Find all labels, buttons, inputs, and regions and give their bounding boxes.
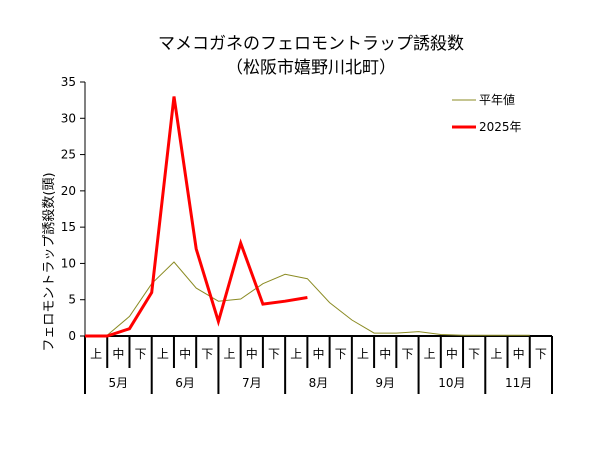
dekad-label: 上: [90, 347, 102, 361]
y-tick-label: 15: [61, 220, 76, 234]
dekad-label: 下: [135, 347, 147, 361]
y-tick-label: 10: [61, 256, 76, 270]
dekad-label: 上: [424, 347, 436, 361]
month-label: 9月: [375, 376, 395, 390]
y-tick-label: 5: [68, 293, 76, 307]
dekad-label: 中: [112, 346, 124, 361]
legend-label-2025: 2025年: [479, 120, 522, 134]
dekad-label: 下: [335, 347, 347, 361]
series-line-2025: [85, 96, 308, 338]
series-group: [84, 96, 530, 338]
y-axis: 0 5 10 15 20 25 30 35: [61, 75, 86, 343]
legend-label-average: 平年値: [479, 92, 515, 107]
y-tick-label: 25: [61, 148, 76, 162]
month-label: 11月: [505, 376, 532, 390]
x-axis: 上中下上中下上中下上中下上中下上中下上中下5月 6月 7月 8月 9月 10月 11月: [84, 335, 553, 394]
month-label: 6月: [175, 376, 195, 390]
y-axis-label: フェロモントラップ誘殺数(頭): [42, 172, 57, 351]
dekad-label: 中: [513, 346, 525, 361]
dekad-label: 下: [401, 347, 413, 361]
y-tick-label: 0: [68, 329, 76, 343]
dekad-label: 中: [179, 346, 191, 361]
y-tick-label: 35: [61, 75, 76, 89]
dekad-label: 中: [379, 346, 391, 361]
y-tick-label: 30: [61, 111, 76, 125]
dekad-label: 上: [357, 347, 369, 361]
dekad-label: 上: [290, 347, 302, 361]
month-label: 8月: [309, 376, 329, 390]
y-tick-label: 20: [61, 184, 76, 198]
dekad-label: 上: [490, 347, 502, 361]
dekad-label: 中: [446, 346, 458, 361]
dekad-label: 上: [157, 347, 169, 361]
chart-title: マメコガネのフェロモントラップ誘殺数: [158, 34, 464, 54]
month-label: 10月: [438, 376, 465, 390]
dekad-label: 中: [246, 346, 258, 361]
month-label: 7月: [242, 376, 262, 390]
chart-subtitle: （松阪市嬉野川北町）: [226, 58, 396, 78]
series-line-average: [84, 261, 530, 337]
dekad-label: 中: [312, 346, 324, 361]
legend: 平年値 2025年: [452, 92, 522, 134]
dekad-label: 下: [468, 347, 480, 361]
dekad-label: 下: [535, 347, 547, 361]
dekad-label: 下: [268, 347, 280, 361]
month-label: 5月: [109, 376, 129, 390]
dekad-label: 下: [201, 347, 213, 361]
dekad-label: 上: [224, 347, 236, 361]
